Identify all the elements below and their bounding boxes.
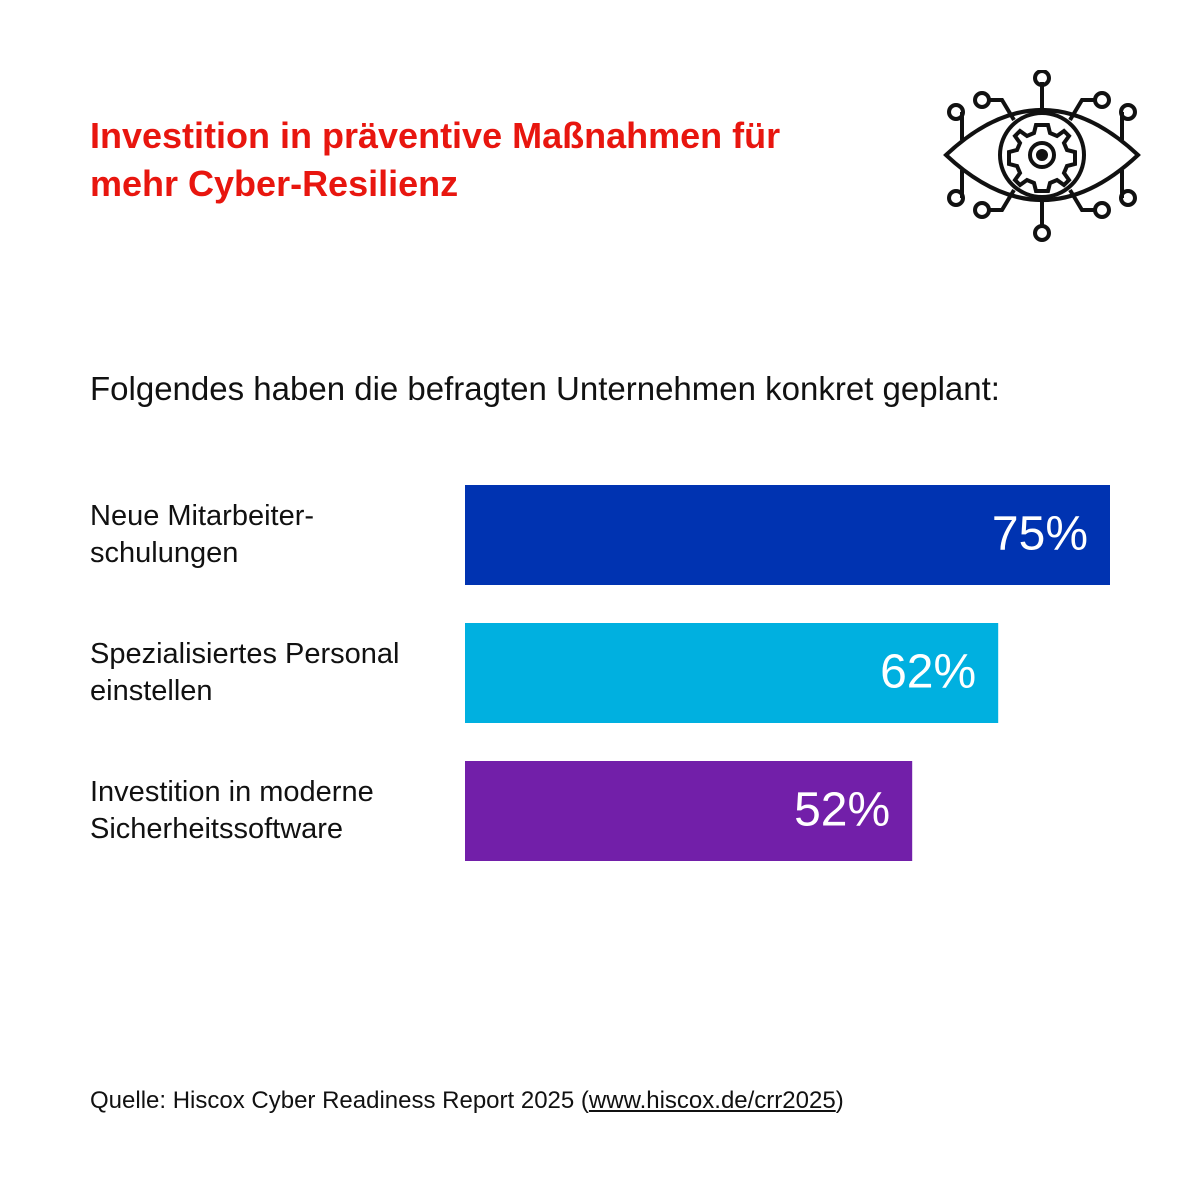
eye-icon — [943, 70, 1141, 242]
value-label: 62% — [880, 646, 976, 699]
bar — [465, 623, 999, 723]
bar — [465, 761, 913, 861]
source: Quelle: Hiscox Cyber Readiness Report 20… — [90, 1087, 844, 1115]
value-label: 75% — [992, 508, 1088, 561]
bar — [465, 485, 1110, 585]
subtitle: Folgendes haben die befragten Unternehme… — [90, 370, 1000, 407]
category-label: Investition in moderne Sicherheitssoftwa… — [90, 776, 374, 845]
category-label: Spezialisiertes Personal einstellen — [90, 638, 400, 707]
chart-title: Investition in präventive Maßnahmen für … — [90, 115, 781, 204]
source-text: Quelle: Hiscox Cyber Readiness Report 20… — [90, 1087, 589, 1114]
category-label: Neue Mitarbeiter-schulungen — [90, 500, 315, 569]
source-link[interactable]: www.hiscox.de/crr2025 — [588, 1087, 836, 1114]
source-text: ) — [835, 1087, 844, 1114]
value-label: 52% — [794, 784, 890, 837]
